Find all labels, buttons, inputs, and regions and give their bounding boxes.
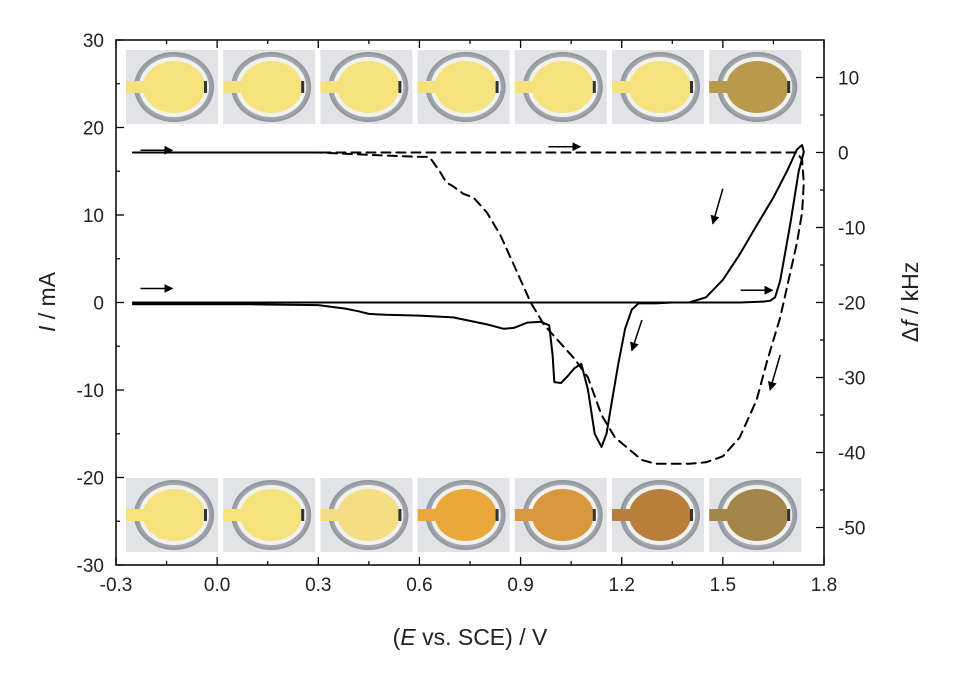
electrode-mark [787, 509, 791, 521]
current-curve [131, 144, 805, 448]
frequency-shift-curve [131, 151, 805, 465]
electrode-mark [495, 81, 499, 93]
y-left-tick-label: -20 [77, 469, 104, 490]
axis-ticks: -0.3 0.0 0.3 0.6 0.9 1.2 1.5 1.8 -30 -20 -10 0 10 20 3… [77, 31, 866, 596]
electrode-mark [398, 509, 402, 521]
y-right-tick-label: -20 [838, 294, 865, 315]
series-layer [131, 144, 805, 465]
electrode-film [531, 489, 594, 541]
y-right-tick-label: -10 [838, 219, 865, 240]
y-left-tick-label: 0 [93, 294, 104, 315]
electrode-photo-top-6 [612, 50, 704, 124]
electrode-film [629, 61, 691, 113]
electrode-mark [592, 509, 596, 521]
x-tick-label: 0.0 [204, 575, 230, 596]
y-left-tick-label: 10 [83, 206, 104, 227]
electrode-mark [592, 81, 596, 93]
electrode-mark [204, 509, 207, 521]
electrode-film [240, 489, 303, 541]
x-axis-title-rest: vs. SCE) / V [416, 624, 548, 650]
electrode-film [726, 489, 789, 541]
electrode-photo-top-5 [514, 50, 607, 124]
electrode-mark [787, 81, 791, 93]
electrode-photos [126, 50, 802, 552]
arrow-annotations [140, 142, 781, 391]
x-axis-title-italic: E [400, 624, 416, 650]
y-axis-left-title: I / mA [34, 271, 60, 332]
y-axis-right-title-rest: / kHz [897, 262, 923, 321]
electrode-mark [204, 81, 207, 93]
x-axis-title-open: ( [393, 624, 401, 650]
electrode-photo-bottom-2 [223, 478, 316, 552]
electrode-photo-bottom-7 [709, 478, 802, 552]
electrode-film [337, 489, 400, 541]
electrode-photo-bottom-4 [417, 478, 510, 552]
y-left-tick-label: 30 [83, 31, 104, 52]
electrode-film [143, 489, 205, 541]
electrode-photo-top-7 [709, 50, 802, 124]
y-right-tick-label: 0 [838, 144, 849, 165]
electrode-mark [690, 509, 693, 521]
electrode-mark [398, 81, 402, 93]
x-tick-label: 0.3 [305, 575, 331, 596]
arrow-down-1 [710, 188, 724, 225]
x-tick-label: -0.3 [100, 575, 133, 596]
electrode-mark [301, 509, 305, 521]
electrode-photo-bottom-6 [612, 478, 704, 552]
y-axis-left-title-italic: I [34, 325, 60, 332]
y-axis-right-title: Δf / kHz [897, 262, 923, 343]
electrode-mark [495, 509, 499, 521]
y-right-tick-label: -50 [838, 519, 865, 540]
electrode-photo-top-3 [320, 50, 413, 124]
y-axis-left-title-rest: / mA [34, 271, 60, 325]
electrode-film [240, 61, 303, 113]
x-tick-label: 1.5 [710, 575, 736, 596]
electrode-film [629, 489, 691, 541]
y-right-tick-label: 10 [838, 69, 859, 90]
y-left-tick-label: -30 [77, 556, 104, 577]
electrode-photo-top-1 [126, 50, 218, 124]
x-tick-label: 0.6 [406, 575, 432, 596]
arrow-down-2 [630, 319, 643, 352]
y-left-tick-label: -10 [77, 381, 104, 402]
x-axis-title: (E vs. SCE) / V [393, 624, 548, 650]
electrode-photo-bottom-1 [126, 478, 218, 552]
arrow-down-3 [767, 354, 781, 391]
electrode-photo-top-4 [417, 50, 510, 124]
x-tick-label: 0.9 [507, 575, 533, 596]
electrode-film [531, 61, 594, 113]
x-tick-label: 1.2 [609, 575, 635, 596]
y-left-tick-label: 20 [83, 119, 104, 140]
y-axis-right-title-italic: f [897, 318, 923, 327]
electrode-film [434, 61, 497, 113]
x-tick-label: 1.8 [811, 575, 837, 596]
y-right-tick-label: -30 [838, 369, 865, 390]
electrode-film [337, 61, 400, 113]
electrode-mark [690, 81, 693, 93]
electrode-mark [301, 81, 305, 93]
electrode-film [434, 489, 497, 541]
electrode-photo-top-2 [223, 50, 316, 124]
y-axis-right-title-prefix: Δ [897, 327, 923, 342]
electrode-film [143, 61, 205, 113]
electrode-film [726, 61, 789, 113]
electrode-photo-bottom-5 [514, 478, 607, 552]
y-right-tick-label: -40 [838, 444, 865, 465]
electrode-photo-bottom-3 [320, 478, 413, 552]
